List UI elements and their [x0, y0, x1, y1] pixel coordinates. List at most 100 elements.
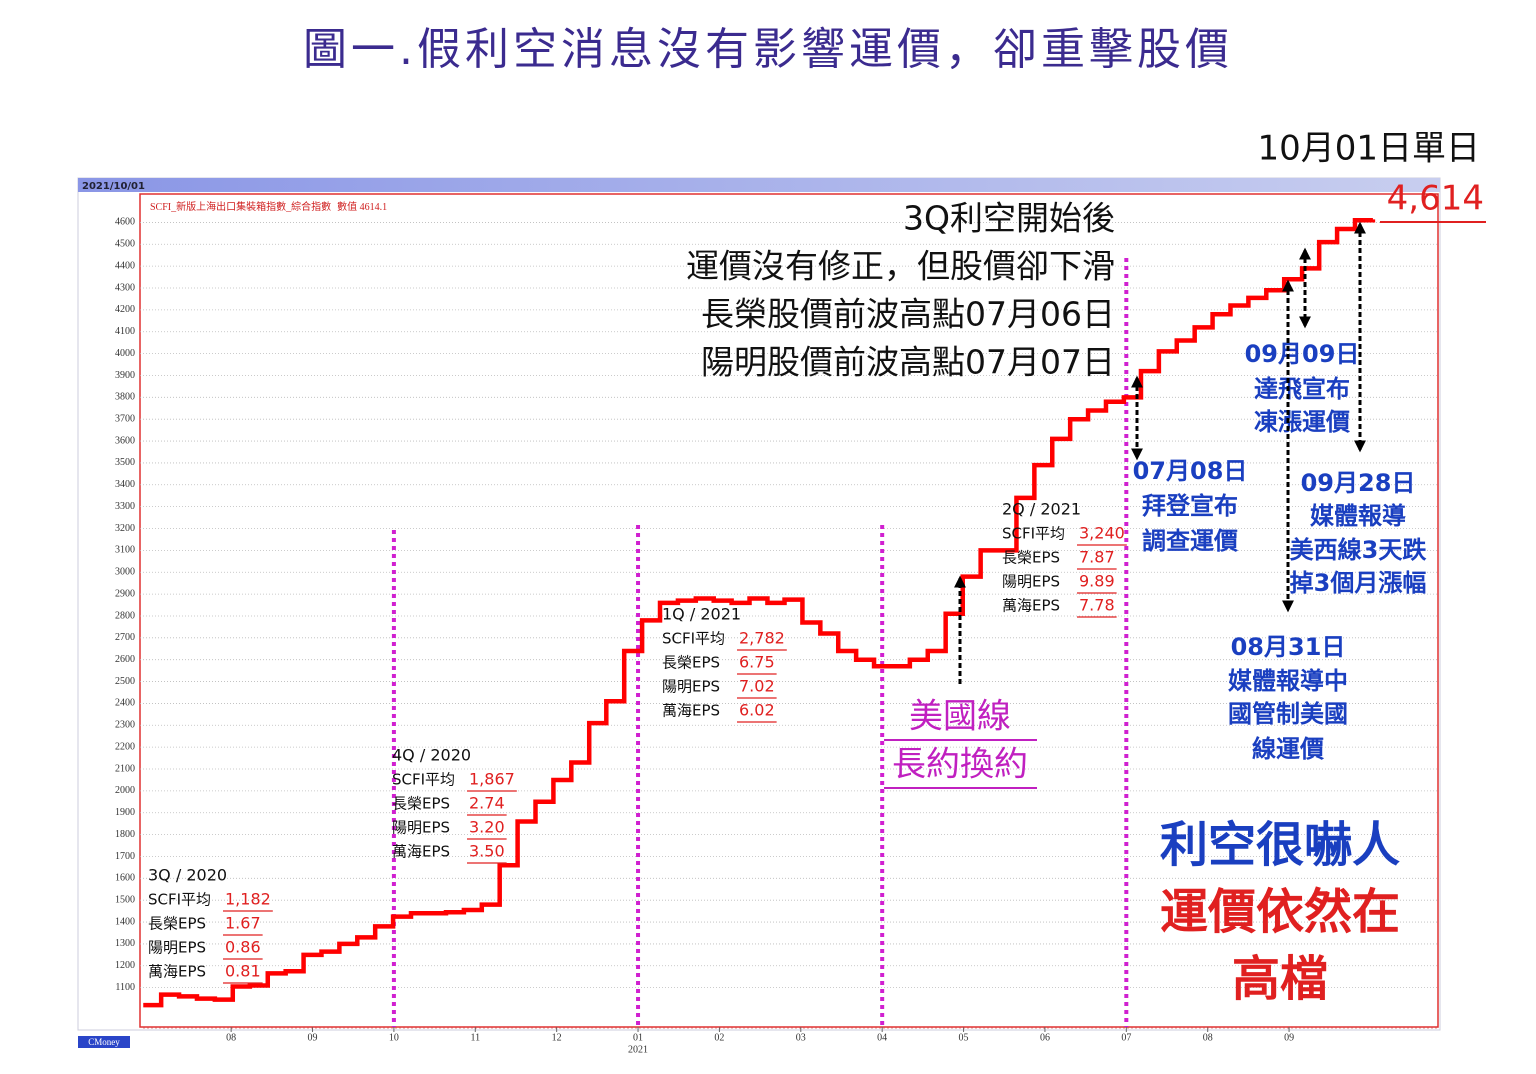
y-tick-label: 1800: [115, 829, 135, 840]
eps-value: 6.02: [739, 701, 775, 720]
eps-label: 陽明EPS: [148, 939, 206, 957]
event-note: 08月31日: [1231, 633, 1346, 661]
eps-value: 7.02: [739, 677, 775, 696]
event-note: 調查運價: [1142, 527, 1239, 555]
legend-name: SCFI_新版上海出口集裝箱指數_綜合指數: [150, 200, 331, 213]
y-tick-label: 3400: [115, 479, 135, 490]
chart-title: 圖一.假利空消息沒有影響運價，卻重擊股價: [303, 24, 1233, 75]
event-note: 線運價: [1252, 735, 1325, 763]
eps-label: 陽明EPS: [662, 678, 720, 696]
y-tick-label: 3000: [115, 567, 135, 578]
eps-label: 萬海EPS: [148, 963, 206, 981]
x-tick-label: 03: [796, 1032, 806, 1043]
eps-quarter: 4Q / 2020: [392, 746, 471, 765]
conclusion: 高檔: [1232, 951, 1328, 1007]
y-tick-label: 4300: [115, 282, 135, 293]
headline: 3Q利空開始後: [903, 199, 1115, 238]
y-tick-label: 3800: [115, 392, 135, 403]
event-note: 媒體報導中: [1228, 667, 1348, 695]
conclusion: 運價依然在: [1160, 884, 1400, 940]
eps-value: 2.74: [469, 794, 505, 813]
eps-label: 萬海EPS: [662, 702, 720, 720]
eps-value: 1.67: [225, 914, 261, 933]
source-badge: [78, 1036, 130, 1048]
eps-value: 7.87: [1079, 548, 1115, 567]
x-year-label: 2021: [628, 1044, 648, 1055]
y-tick-label: 3100: [115, 545, 135, 556]
event-note: 拜登宣布: [1142, 492, 1238, 520]
x-tick-label: 12: [552, 1032, 562, 1043]
us-line-note: 長約換約: [892, 745, 1028, 785]
eps-label: 長榮EPS: [392, 795, 450, 813]
y-tick-label: 1700: [115, 851, 135, 862]
x-tick-label: 09: [308, 1032, 318, 1043]
y-tick-label: 3200: [115, 523, 135, 534]
y-tick-label: 1900: [115, 807, 135, 818]
x-tick-label: 04: [877, 1032, 887, 1043]
y-tick-label: 3900: [115, 370, 135, 381]
y-tick-label: 1400: [115, 916, 135, 927]
x-tick-label: 08: [226, 1032, 236, 1043]
headline: 運價沒有修正，但股價卻下滑: [686, 247, 1115, 286]
header-bar: [78, 178, 1440, 192]
x-tick-label: 07: [1121, 1032, 1131, 1043]
eps-label: 長榮EPS: [148, 915, 206, 933]
conclusion: 利空很嚇人: [1160, 817, 1400, 873]
y-tick-label: 1200: [115, 960, 135, 971]
x-tick-label: 02: [714, 1032, 724, 1043]
eps-label: SCFI平均: [148, 891, 211, 909]
y-tick-label: 4500: [115, 239, 135, 250]
eps-value: 1,867: [469, 770, 515, 789]
eps-value: 9.89: [1079, 572, 1115, 591]
x-tick-label: 09: [1284, 1032, 1294, 1043]
y-tick-label: 3600: [115, 435, 135, 446]
date-label: 2021/10/01: [82, 181, 145, 192]
event-note: 掉3個月漲幅: [1290, 569, 1427, 597]
eps-value: 3,240: [1079, 524, 1125, 543]
source: CMoney: [88, 1037, 120, 1047]
eps-value: 7.78: [1079, 596, 1115, 615]
x-tick-label: 08: [1203, 1032, 1213, 1043]
y-tick-label: 2400: [115, 698, 135, 709]
eps-label: 長榮EPS: [1002, 549, 1060, 567]
y-tick-label: 2600: [115, 654, 135, 665]
event-note: 國管制美國: [1228, 700, 1348, 728]
y-tick-label: 4600: [115, 217, 135, 228]
y-tick-label: 3300: [115, 501, 135, 512]
eps-label: 長榮EPS: [662, 654, 720, 672]
eps-label: SCFI平均: [662, 630, 725, 648]
y-tick-label: 3500: [115, 457, 135, 468]
eps-quarter: 1Q / 2021: [662, 605, 741, 624]
headline: 長榮股價前波高點07月06日: [701, 295, 1115, 334]
callout-value: 4,614: [1387, 179, 1484, 219]
y-tick-label: 2000: [115, 785, 135, 796]
y-tick-label: 2300: [115, 720, 135, 731]
us-line-note: 美國線: [909, 697, 1011, 737]
eps-label: 萬海EPS: [392, 843, 450, 861]
eps-label: SCFI平均: [1002, 525, 1065, 543]
headline: 陽明股價前波高點07月07日: [701, 343, 1115, 382]
x-tick-label: 11: [470, 1032, 480, 1043]
eps-quarter: 3Q / 2020: [148, 866, 227, 885]
eps-value: 0.86: [225, 938, 261, 957]
eps-label: 萬海EPS: [1002, 597, 1060, 615]
eps-value: 2,782: [739, 629, 785, 648]
x-tick-label: 06: [1040, 1032, 1050, 1043]
y-tick-label: 4100: [115, 326, 135, 337]
event-note: 凍漲運價: [1254, 408, 1351, 436]
eps-label: 陽明EPS: [392, 819, 450, 837]
x-tick-label: 01: [633, 1032, 643, 1043]
eps-label: SCFI平均: [392, 771, 455, 789]
event-note: 美西線3天跌: [1290, 536, 1428, 564]
eps-value: 3.50: [469, 842, 505, 861]
y-tick-label: 2100: [115, 763, 135, 774]
eps-value: 0.81: [225, 962, 261, 981]
legend-value: 數值 4614.1: [337, 200, 387, 213]
eps-value: 3.20: [469, 818, 505, 837]
y-tick-label: 1100: [115, 982, 135, 993]
y-tick-label: 1300: [115, 938, 135, 949]
y-tick-label: 4400: [115, 260, 135, 271]
y-tick-label: 1500: [115, 894, 135, 905]
eps-quarter: 2Q / 2021: [1002, 500, 1081, 519]
